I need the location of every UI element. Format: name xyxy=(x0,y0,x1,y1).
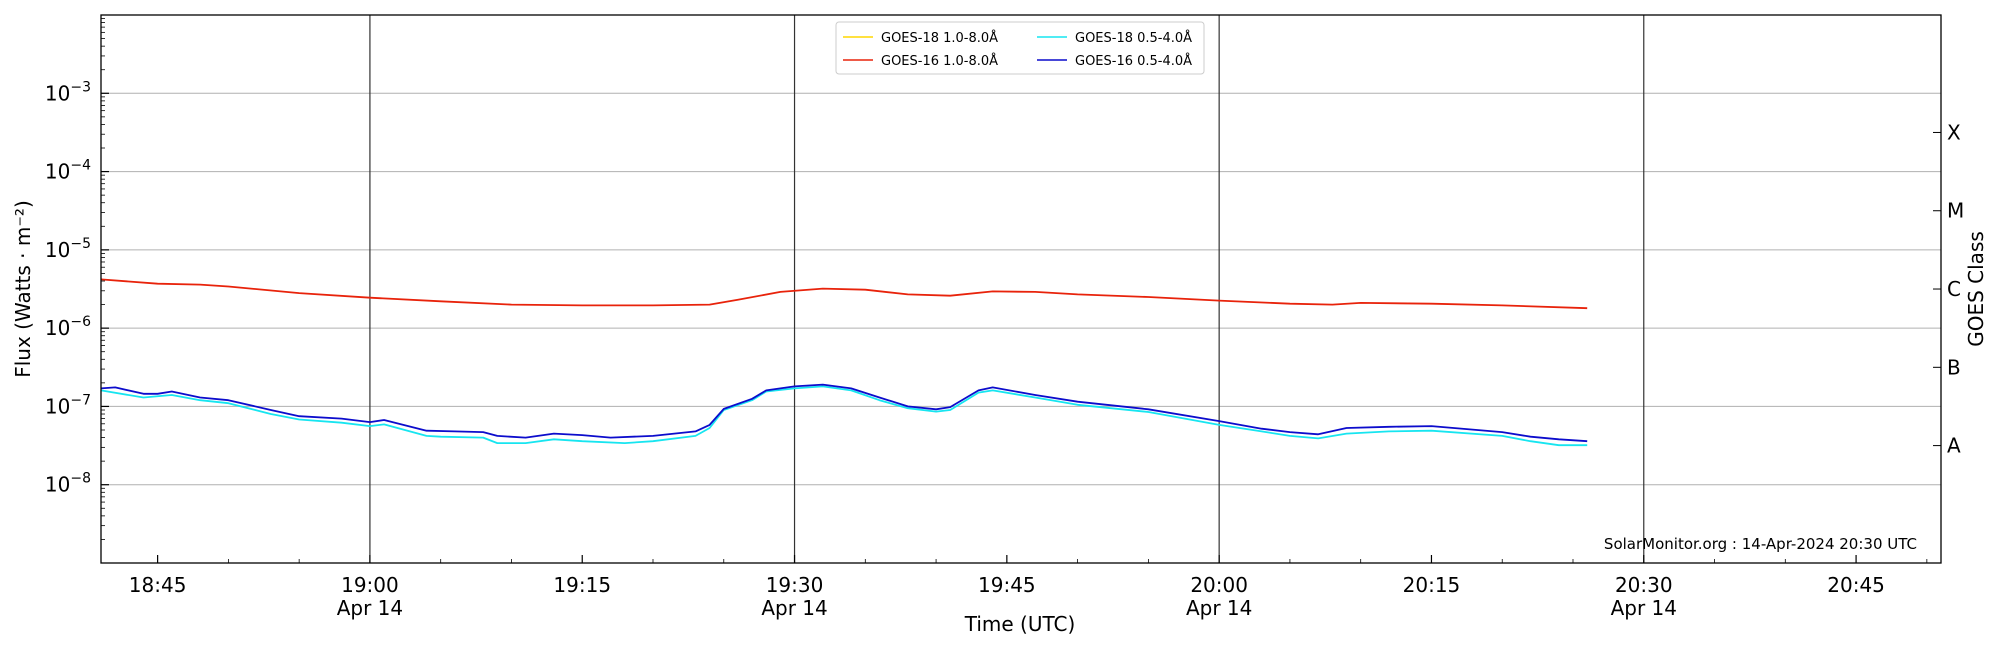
goes-class-labels: A B C M X xyxy=(1933,120,1964,458)
x-tick-date-label: Apr 14 xyxy=(1186,596,1252,620)
y2-axis-title: GOES Class xyxy=(1964,231,1988,347)
x-tick-label: 19:00 xyxy=(341,573,399,597)
x-tick-label: 19:45 xyxy=(978,573,1036,597)
legend-box xyxy=(835,21,1205,75)
x-tick-label: 20:45 xyxy=(1827,573,1885,597)
y-tick-label: 10−4 xyxy=(45,158,91,184)
x-tick-label: 19:15 xyxy=(553,573,611,597)
legend-label: GOES-18 1.0-8.0Å xyxy=(881,30,998,46)
series-line xyxy=(100,383,1588,443)
series-line xyxy=(100,385,1588,447)
x-tick-label: 20:00 xyxy=(1190,573,1248,597)
y-tick-label: 10−5 xyxy=(45,236,91,262)
goes-class-label: X xyxy=(1947,120,1961,144)
x-tick-label: 20:30 xyxy=(1615,573,1673,597)
series-lines xyxy=(100,278,1588,447)
legend-label: GOES-18 0.5-4.0Å xyxy=(1075,30,1192,46)
y-tick-label: 10−7 xyxy=(45,392,91,418)
y-axis-title: Flux (Watts · m⁻²) xyxy=(11,200,35,378)
goes-class-label: C xyxy=(1947,277,1961,301)
legend: GOES-18 1.0-8.0Å GOES-16 1.0-8.0Å GOES-18 … xyxy=(835,21,1205,75)
y-axis-ticks: 10−8 10−7 10−6 10−5 10−4 10−3 xyxy=(45,18,109,540)
credit-annotation: SolarMonitor.org : 14-Apr-2024 20:30 UTC xyxy=(1604,535,1917,553)
y-tick-label: 10−8 xyxy=(45,471,91,497)
plot-background xyxy=(101,15,1941,563)
y-tick-label: 10−3 xyxy=(45,79,91,105)
y-tick-label: 10−6 xyxy=(45,314,91,340)
goes-class-label: B xyxy=(1947,355,1961,379)
goes-class-label: M xyxy=(1947,199,1964,223)
legend-label: GOES-16 1.0-8.0Å xyxy=(881,53,998,69)
x-tick-date-label: Apr 14 xyxy=(1611,596,1677,620)
x-tick-label: 20:15 xyxy=(1403,573,1461,597)
x-tick-date-label: Apr 14 xyxy=(761,596,827,620)
legend-label: GOES-16 0.5-4.0Å xyxy=(1075,53,1192,69)
horizontal-gridlines xyxy=(101,92,1941,486)
x-tick-label: 19:30 xyxy=(766,573,824,597)
goes-class-label: A xyxy=(1947,434,1961,458)
x-tick-date-label: Apr 14 xyxy=(337,596,403,620)
day-time-markers xyxy=(369,15,1645,563)
x-tick-label: 18:45 xyxy=(129,573,187,597)
series-line xyxy=(100,278,1588,310)
x-axis-title: Time (UTC) xyxy=(964,612,1076,636)
